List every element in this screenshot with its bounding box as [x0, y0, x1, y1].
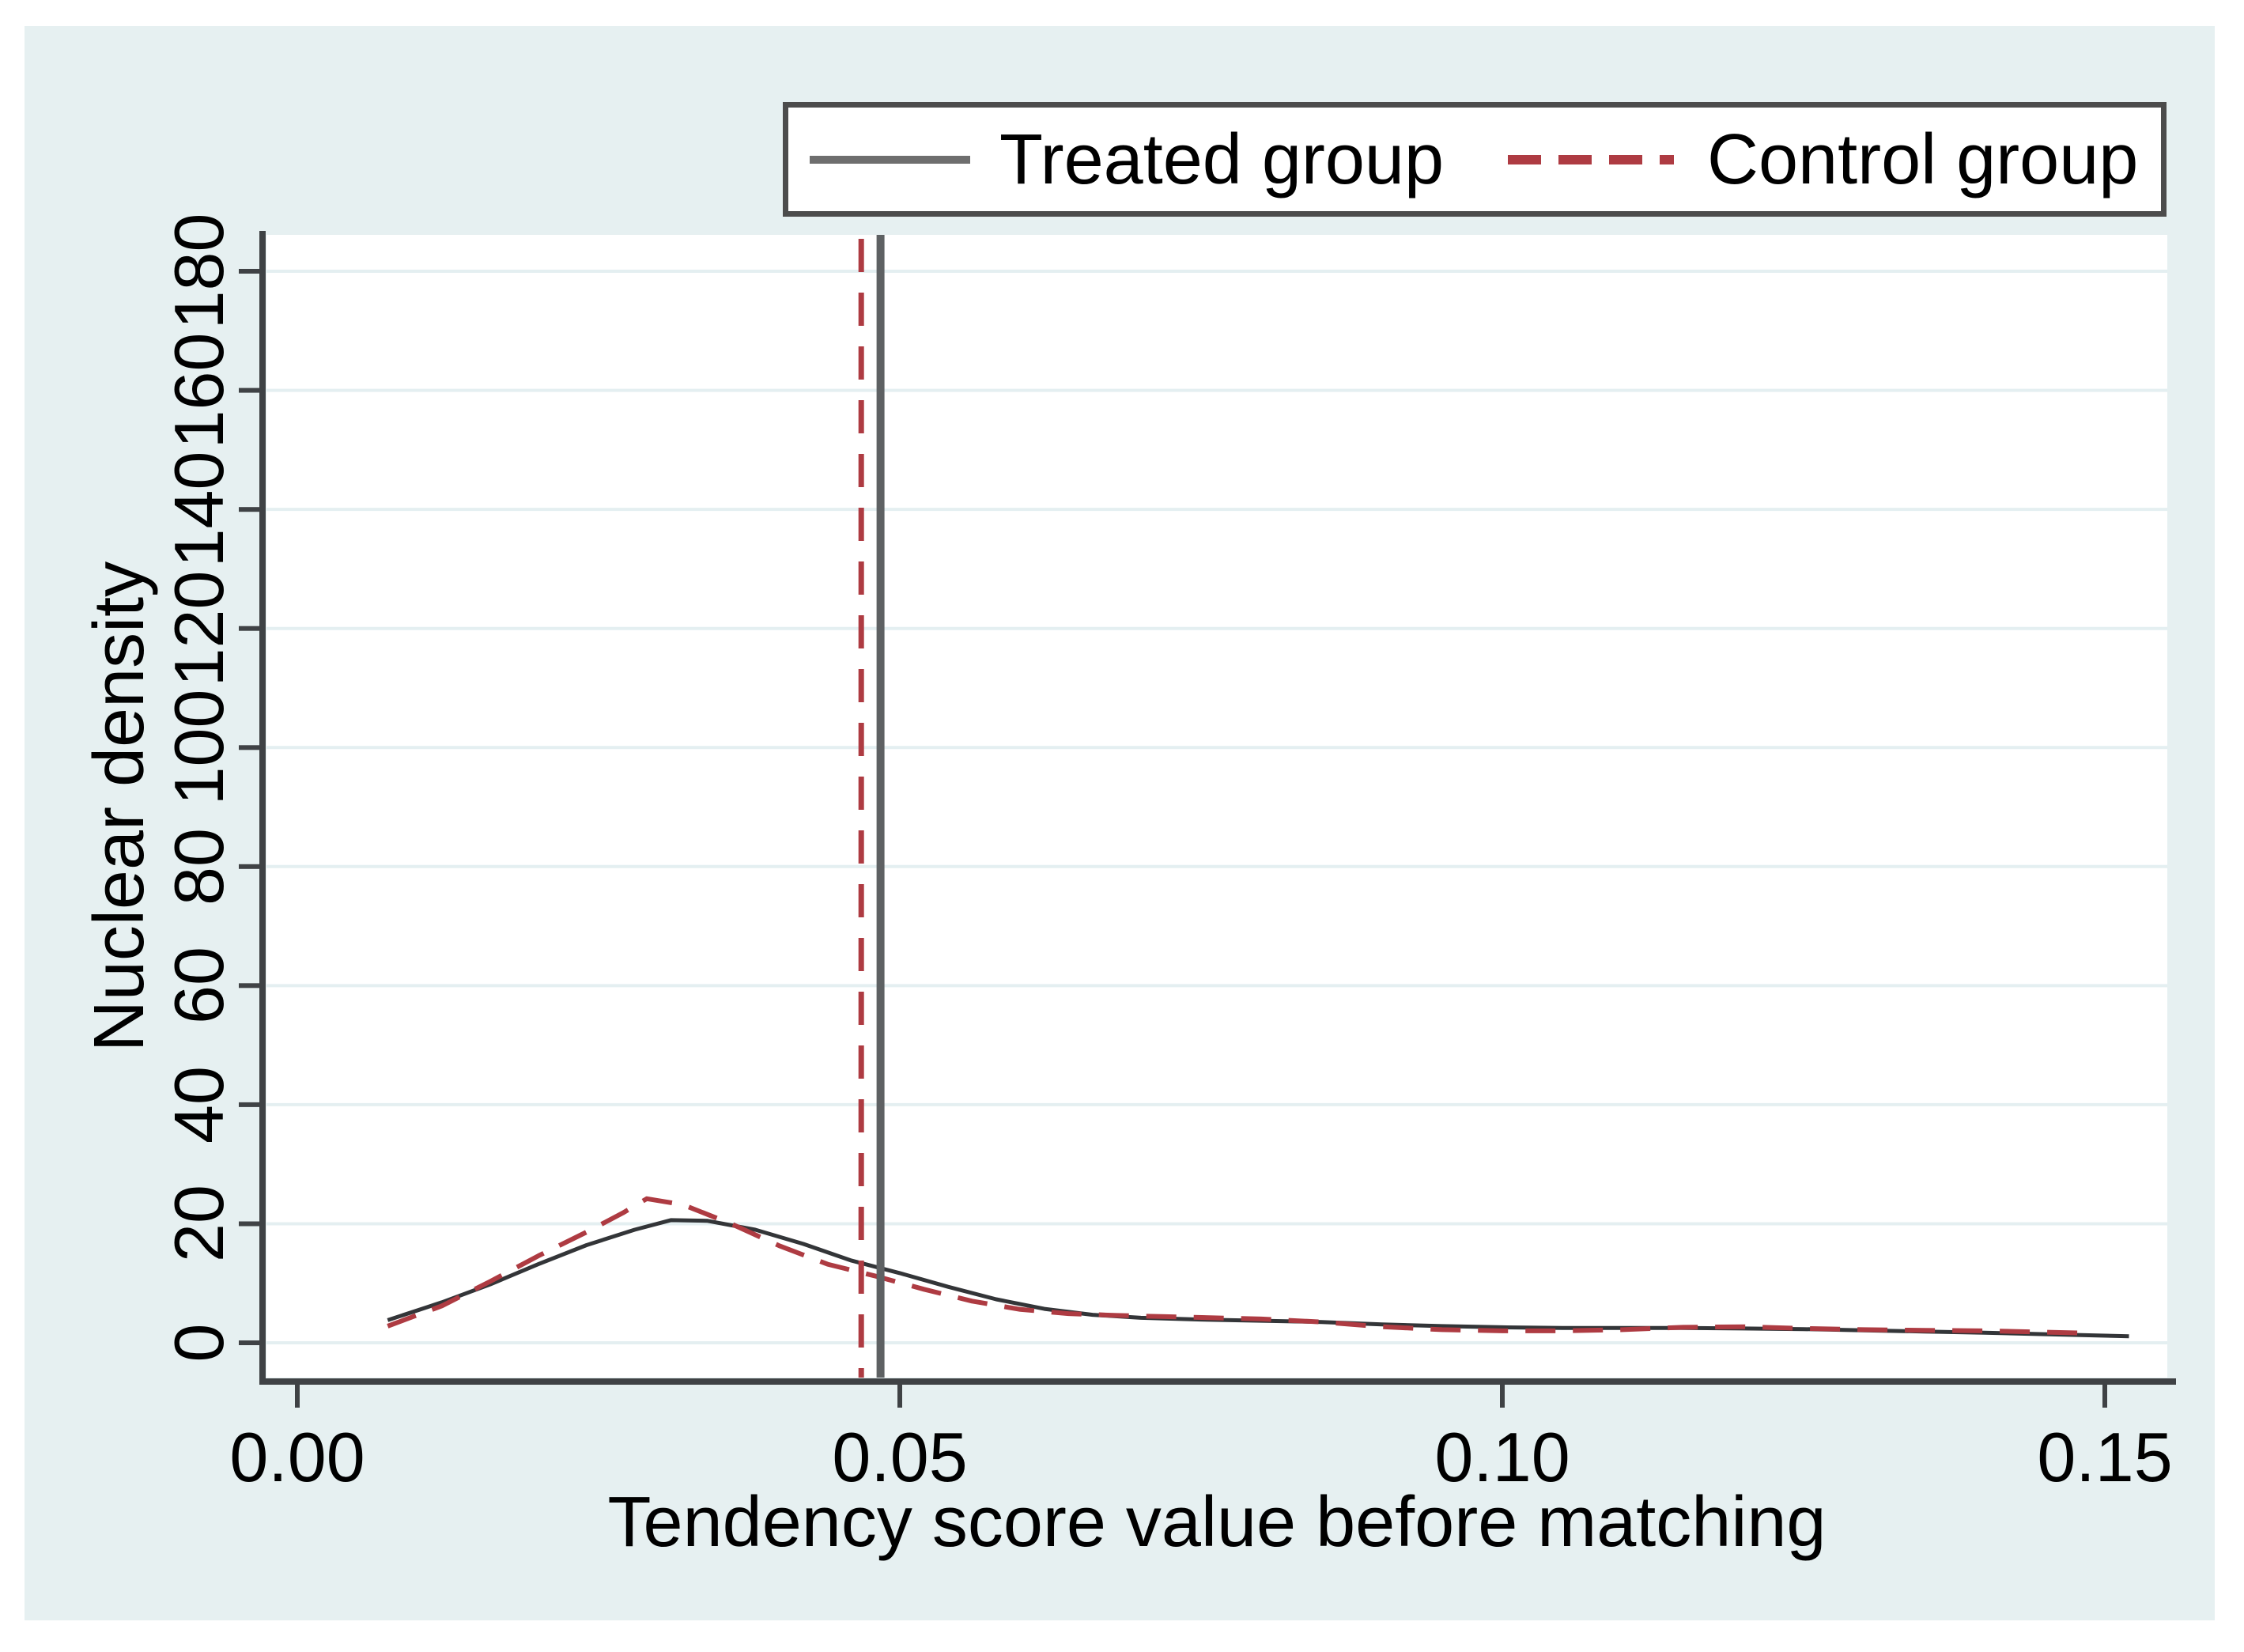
y-axis-title: Nuclear density: [80, 561, 159, 1053]
treated-legend-line-sample: [810, 155, 970, 164]
y-tick-label: 100: [160, 689, 238, 806]
y-tick-label: 140: [160, 451, 238, 568]
y-tick-mark: [239, 387, 259, 393]
x-tick-mark: [1500, 1385, 1505, 1408]
x-axis-line: [259, 1378, 2176, 1385]
y-tick-label: 180: [160, 213, 238, 330]
x-tick-mark: [295, 1385, 300, 1408]
y-axis-line: [259, 231, 266, 1385]
graph-background: [25, 26, 2215, 1620]
plot-area: [266, 235, 2167, 1378]
y-tick-label: 160: [160, 332, 238, 449]
y-tick-mark: [239, 864, 259, 869]
x-tick-mark: [2102, 1385, 2107, 1408]
y-tick-label: 0: [160, 1323, 238, 1363]
x-tick-label: 0.05: [832, 1418, 968, 1496]
y-tick-label: 20: [160, 1185, 238, 1263]
y-tick-mark: [239, 269, 259, 274]
y-tick-mark: [239, 626, 259, 631]
y-tick-label: 40: [160, 1065, 238, 1144]
legend: Treated group Control group: [783, 102, 2167, 217]
y-tick-mark: [239, 983, 259, 989]
y-tick-mark: [239, 507, 259, 512]
x-tick-label: 0.10: [1434, 1418, 1570, 1496]
y-tick-mark: [239, 1221, 259, 1227]
x-tick-label: 0.15: [2037, 1418, 2173, 1496]
x-tick-label: 0.00: [229, 1418, 365, 1496]
y-tick-label: 120: [160, 570, 238, 687]
treated-legend-label: Treated group: [999, 119, 1445, 199]
x-axis-title: Tendency score value before matching: [607, 1483, 1827, 1562]
x-tick-mark: [897, 1385, 902, 1408]
control-curve: [387, 1196, 2093, 1336]
y-tick-mark: [239, 1102, 259, 1107]
y-tick-label: 60: [160, 947, 238, 1025]
control-legend-label: Control group: [1707, 119, 2139, 199]
y-tick-mark: [239, 745, 259, 750]
y-tick-label: 80: [160, 827, 238, 905]
control-legend-line-sample: [1508, 154, 1674, 164]
y-tick-mark: [239, 1340, 259, 1345]
